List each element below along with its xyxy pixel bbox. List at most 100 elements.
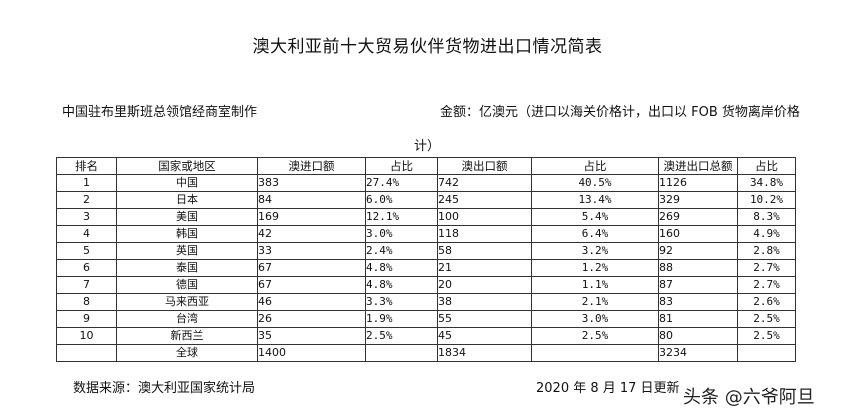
total-share-cell: 34.8% bbox=[737, 174, 796, 192]
header-import-share: 占比 bbox=[365, 157, 438, 175]
global-export: 1834 bbox=[437, 344, 532, 362]
export-share-cell: 1.2% bbox=[531, 259, 659, 277]
total-cell: 160 bbox=[658, 225, 738, 243]
export-cell: 55 bbox=[437, 310, 532, 328]
export-share-cell: 1.1% bbox=[531, 276, 659, 294]
producer-note: 中国驻布里斯班总领馆经商室制作 bbox=[62, 105, 258, 120]
export-share-cell: 6.4% bbox=[531, 225, 659, 243]
watermark: 头条 @六爷阿旦 bbox=[683, 387, 815, 408]
global-import: 1400 bbox=[257, 344, 366, 362]
global-import-share bbox=[365, 344, 438, 362]
import-share-cell: 1.9% bbox=[365, 310, 438, 328]
rank-cell: 10 bbox=[56, 327, 117, 345]
export-cell: 100 bbox=[437, 208, 532, 226]
rank-cell: 7 bbox=[56, 276, 117, 294]
header-rank: 排名 bbox=[56, 157, 117, 175]
import-share-cell: 3.0% bbox=[365, 225, 438, 243]
update-date: 2020 年 8 月 17 日更新 bbox=[536, 381, 680, 396]
table-row: 2 日本 84 6.0% 245 13.4% 329 10.2% bbox=[56, 191, 796, 209]
rank-cell: 6 bbox=[56, 259, 117, 277]
rank-cell: 4 bbox=[56, 225, 117, 243]
trade-table: 排名 国家或地区 澳进口额 占比 澳出口额 占比 澳进出口总额 占比 1 中国 38… bbox=[56, 157, 796, 362]
total-cell: 269 bbox=[658, 208, 738, 226]
export-cell: 21 bbox=[437, 259, 532, 277]
page-title: 澳大利亚前十大贸易伙伴货物进出口情况简表 bbox=[252, 37, 603, 57]
total-share-cell: 10.2% bbox=[737, 191, 796, 209]
import-share-cell: 4.8% bbox=[365, 276, 438, 294]
rank-cell: 8 bbox=[56, 293, 117, 311]
import-cell: 42 bbox=[257, 225, 366, 243]
import-share-cell: 6.0% bbox=[365, 191, 438, 209]
total-share-cell: 2.5% bbox=[737, 310, 796, 328]
export-share-cell: 3.0% bbox=[531, 310, 659, 328]
export-share-cell: 40.5% bbox=[531, 174, 659, 192]
import-cell: 169 bbox=[257, 208, 366, 226]
header-export: 澳出口额 bbox=[437, 157, 532, 175]
table-row: 4 韩国 42 3.0% 118 6.4% 160 4.9% bbox=[56, 225, 796, 243]
rank-cell: 3 bbox=[56, 208, 117, 226]
rank-cell: 2 bbox=[56, 191, 117, 209]
rank-cell: 1 bbox=[56, 174, 117, 192]
country-cell: 中国 bbox=[116, 174, 258, 192]
country-cell: 日本 bbox=[116, 191, 258, 209]
country-cell: 英国 bbox=[116, 242, 258, 260]
export-cell: 38 bbox=[437, 293, 532, 311]
unit-note: 金额：亿澳元（进口以海关价格计，出口以 FOB 货物离岸价格 bbox=[440, 105, 800, 120]
table-header-row: 排名 国家或地区 澳进口额 占比 澳出口额 占比 澳进出口总额 占比 bbox=[56, 157, 796, 175]
header-import: 澳进口额 bbox=[257, 157, 366, 175]
total-share-cell: 2.6% bbox=[737, 293, 796, 311]
total-cell: 81 bbox=[658, 310, 738, 328]
country-cell: 德国 bbox=[116, 276, 258, 294]
country-cell: 韩国 bbox=[116, 225, 258, 243]
export-share-cell: 3.2% bbox=[531, 242, 659, 260]
total-cell: 329 bbox=[658, 191, 738, 209]
total-share-cell: 2.7% bbox=[737, 259, 796, 277]
data-source: 数据来源：澳大利亚国家统计局 bbox=[73, 381, 256, 396]
table-row: 1 中国 383 27.4% 742 40.5% 1126 34.8% bbox=[56, 174, 796, 192]
global-total: 3234 bbox=[658, 344, 738, 362]
import-cell: 383 bbox=[257, 174, 366, 192]
export-cell: 245 bbox=[437, 191, 532, 209]
total-share-cell: 4.9% bbox=[737, 225, 796, 243]
total-cell: 88 bbox=[658, 259, 738, 277]
import-share-cell: 2.5% bbox=[365, 327, 438, 345]
table-row: 8 马来西亚 46 3.3% 38 2.1% 83 2.6% bbox=[56, 293, 796, 311]
header-export-share: 占比 bbox=[531, 157, 659, 175]
export-cell: 118 bbox=[437, 225, 532, 243]
rank-cell: 5 bbox=[56, 242, 117, 260]
import-cell: 26 bbox=[257, 310, 366, 328]
global-rank bbox=[56, 344, 117, 362]
global-label: 全球 bbox=[116, 344, 258, 362]
import-cell: 84 bbox=[257, 191, 366, 209]
country-cell: 美国 bbox=[116, 208, 258, 226]
total-cell: 92 bbox=[658, 242, 738, 260]
total-share-cell: 8.3% bbox=[737, 208, 796, 226]
import-share-cell: 12.1% bbox=[365, 208, 438, 226]
country-cell: 泰国 bbox=[116, 259, 258, 277]
export-share-cell: 2.5% bbox=[531, 327, 659, 345]
export-cell: 20 bbox=[437, 276, 532, 294]
table-row: 9 台湾 26 1.9% 55 3.0% 81 2.5% bbox=[56, 310, 796, 328]
total-share-cell: 2.5% bbox=[737, 327, 796, 345]
total-cell: 87 bbox=[658, 276, 738, 294]
export-share-cell: 5.4% bbox=[531, 208, 659, 226]
table-row: 5 英国 33 2.4% 58 3.2% 92 2.8% bbox=[56, 242, 796, 260]
table-row: 7 德国 67 4.8% 20 1.1% 87 2.7% bbox=[56, 276, 796, 294]
import-share-cell: 3.3% bbox=[365, 293, 438, 311]
export-share-cell: 2.1% bbox=[531, 293, 659, 311]
country-cell: 马来西亚 bbox=[116, 293, 258, 311]
export-cell: 58 bbox=[437, 242, 532, 260]
table-row: 3 美国 169 12.1% 100 5.4% 269 8.3% bbox=[56, 208, 796, 226]
global-export-share bbox=[531, 344, 659, 362]
table-row-global: 全球 1400 1834 3234 bbox=[56, 344, 796, 362]
total-cell: 83 bbox=[658, 293, 738, 311]
export-cell: 45 bbox=[437, 327, 532, 345]
rank-cell: 9 bbox=[56, 310, 117, 328]
global-total-share bbox=[737, 344, 796, 362]
total-share-cell: 2.8% bbox=[737, 242, 796, 260]
import-cell: 33 bbox=[257, 242, 366, 260]
country-cell: 新西兰 bbox=[116, 327, 258, 345]
table-row: 6 泰国 67 4.8% 21 1.2% 88 2.7% bbox=[56, 259, 796, 277]
header-total: 澳进出口总额 bbox=[658, 157, 738, 175]
import-cell: 67 bbox=[257, 276, 366, 294]
